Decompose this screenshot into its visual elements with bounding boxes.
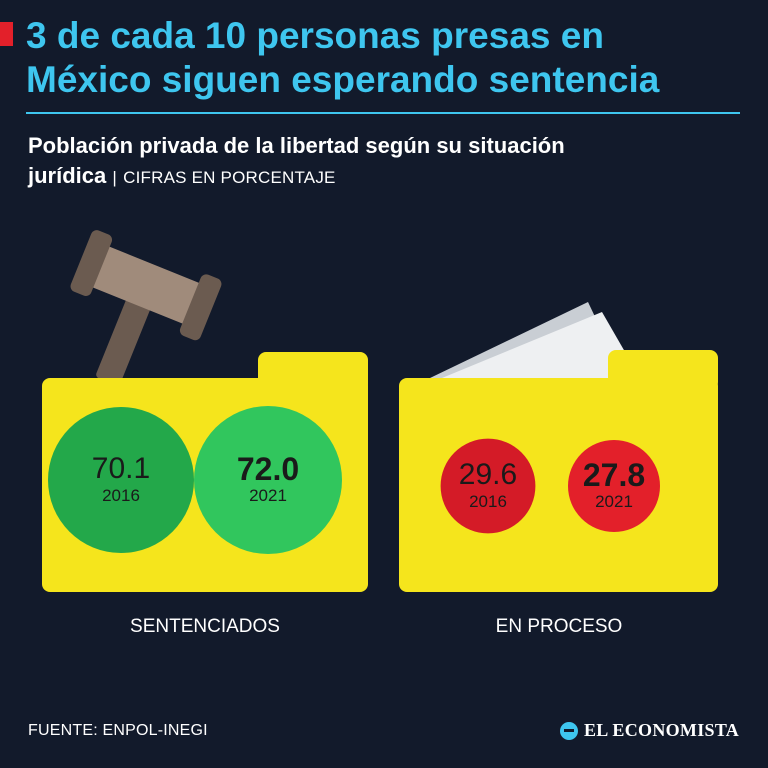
brand-name: EL ECONOMISTA — [584, 720, 740, 740]
subtitle-unit: CIFRAS EN PORCENTAJE — [123, 168, 336, 187]
subtitle-line-2: jurídica — [28, 163, 107, 188]
folder-icon — [399, 350, 718, 592]
data-label-value: 72.0 — [236, 451, 300, 487]
bubble-label: 27.8 2021 — [554, 459, 674, 512]
bubbles-layer — [48, 406, 660, 554]
accent-bar — [0, 22, 13, 46]
data-label-value: 29.6 — [458, 458, 518, 491]
data-label-year: 2016 — [469, 492, 507, 511]
bubble-en-proceso-2016 — [440, 438, 536, 534]
headline: 3 de cada 10 personas presas en México s… — [26, 14, 756, 102]
source-note: FUENTE: ENPOL-INEGI — [28, 722, 208, 739]
subtitle-line-1: Población privada de la libertad según s… — [28, 133, 565, 158]
category-label-en-proceso: EN PROCESO — [495, 616, 623, 637]
bubble-sentenciados-2016 — [48, 407, 194, 553]
bubble-sentenciados-2021 — [194, 406, 342, 554]
data-label-value: 70.1 — [91, 452, 151, 485]
brand-logo: EL ECONOMISTA — [560, 720, 739, 741]
bubble-label: 70.1 2016 — [61, 453, 181, 506]
data-label-year: 2021 — [595, 492, 633, 511]
category-label-sentenciados: SENTENCIADOS — [130, 616, 280, 637]
bubble-label: 29.6 2016 — [428, 459, 548, 512]
bubble-label: 72.0 2021 — [208, 453, 328, 506]
brand-icon — [560, 721, 578, 740]
data-label-year: 2016 — [102, 486, 140, 505]
gavel-icon — [70, 230, 222, 386]
headline-line-2: México siguen esperando sentencia — [26, 59, 660, 100]
bubble-en-proceso-2021 — [568, 440, 660, 532]
chart-subtitle: Población privada de la libertad según s… — [28, 131, 740, 193]
data-label-year: 2021 — [249, 486, 287, 505]
subtitle-separator: | — [112, 168, 117, 187]
data-label-value: 27.8 — [582, 457, 646, 493]
documents-icon — [430, 302, 640, 378]
headline-line-1: 3 de cada 10 personas presas en — [26, 15, 604, 56]
title-divider — [26, 112, 740, 114]
